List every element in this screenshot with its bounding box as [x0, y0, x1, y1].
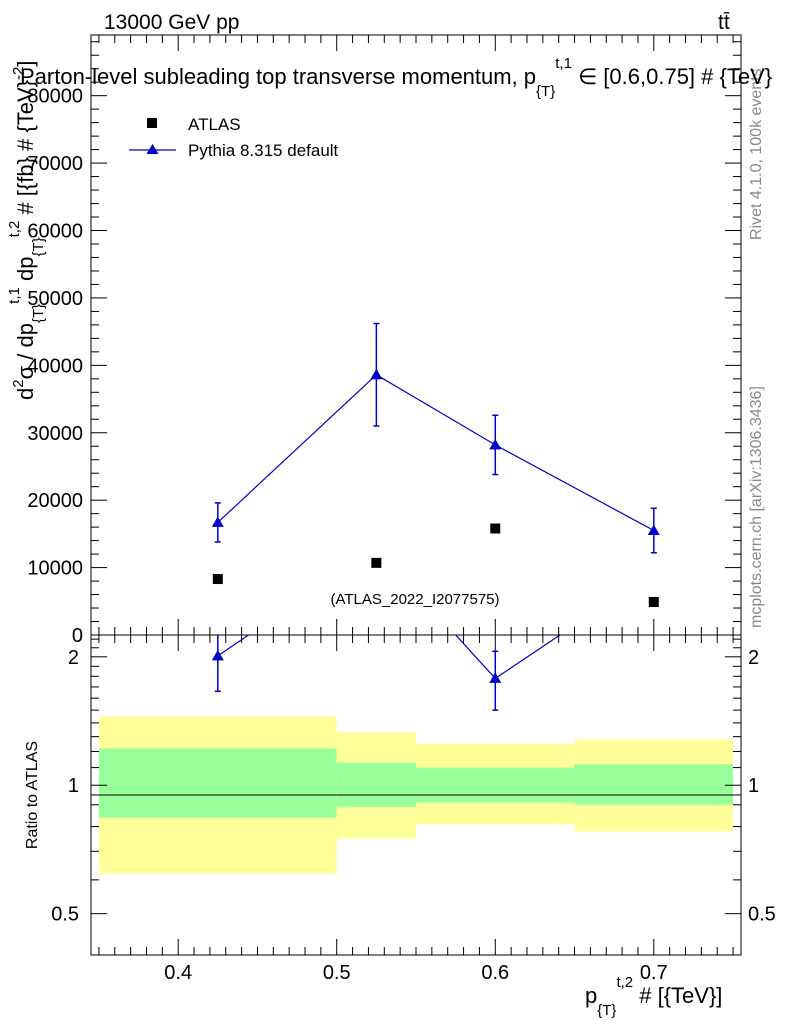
main-y-axis-label: d2σ / dp{T}t,1 dp{T}t,2 # [{fb} # {TeV}-…: [6, 61, 47, 400]
data-point-3: [648, 596, 659, 607]
mc-point-2: [489, 438, 502, 450]
band-inner-3: [574, 764, 734, 805]
title-main: Parton-level subleading top transverse m…: [20, 64, 536, 89]
ratio-mc-line: [217, 635, 562, 680]
ratio-ytick-label-right-0: 0.5: [748, 904, 776, 926]
legend-mc-label: Pythia 8.315 default: [188, 141, 339, 160]
main-ytick-label-3: 30000: [27, 423, 83, 445]
ratio-point-3: [648, 566, 660, 577]
main-ytick-label-7: 70000: [27, 153, 83, 175]
ylabel-tail: # [{fb} # {TeV}: [13, 80, 38, 221]
legend-mc-marker: [146, 144, 159, 154]
main-ytick-label-5: 50000: [27, 288, 83, 310]
ylabel-pre: d: [13, 388, 38, 400]
ylabel-end: ]: [13, 61, 38, 67]
data-point-0: [212, 574, 223, 585]
xlabel-main: p: [585, 983, 597, 1008]
ratio-series: [211, 542, 660, 711]
ratio-point-0: [211, 649, 224, 661]
x-tick-label-0: 0.4: [164, 962, 192, 984]
ylabel-mid2: dp: [13, 257, 38, 288]
ratio-point-1: [370, 542, 382, 553]
ylabel-u1: t,1: [6, 287, 23, 304]
main-ytick-label-6: 60000: [27, 221, 83, 243]
analysis-watermark: (ATLAS_2022_I2077575): [330, 591, 499, 608]
ratio-ytick-label-right-2: 2: [748, 647, 759, 669]
x-tick-label-2: 0.6: [481, 962, 509, 984]
rivet-note: Rivet 4.1.0, 100k events: [748, 68, 765, 240]
mc-point-1: [370, 368, 383, 380]
data-point-1: [371, 557, 382, 568]
ratio-uncertainty-band: [98, 716, 734, 874]
data-point-2: [490, 523, 501, 534]
process-label: tt̄: [718, 11, 730, 34]
xlabel-sub: {T}: [597, 1002, 616, 1019]
band-inner-2: [416, 767, 575, 803]
main-ytick-label-4: 40000: [27, 355, 83, 377]
ratio-ytick-label-left-0: 0.5: [51, 904, 79, 926]
ratio-ytick-label-left-1: 1: [68, 775, 79, 797]
data-series: [212, 523, 659, 607]
ratio-ytick-label-left-2: 2: [68, 647, 79, 669]
main-ytick-label-1: 10000: [27, 558, 83, 580]
ratio-ytick-label-right-1: 1: [748, 775, 759, 797]
main-ytick-label-2: 20000: [27, 490, 83, 512]
mcplots-note: mcplots.cern.ch [arXiv:1306.3436]: [748, 386, 765, 628]
ratio-point-2: [489, 672, 502, 683]
energy-label: 13000 GeV pp: [104, 11, 239, 34]
band-inner-0: [98, 748, 337, 818]
ylabel-s1: {T}: [30, 304, 47, 323]
ylabel-s2: {T}: [30, 237, 47, 256]
mc-point-3: [647, 524, 660, 536]
ylabel-u3: -2: [10, 67, 27, 80]
main-ytick-label-0: 0: [72, 625, 83, 647]
main-ytick-label-8: 80000: [27, 86, 83, 108]
plot-title: Parton-level subleading top transverse m…: [20, 55, 772, 100]
band-inner-1: [336, 762, 416, 807]
ylabel-p1: 2: [10, 379, 27, 387]
x-axis-label: p{T}t,2 # [{TeV}]: [585, 974, 722, 1019]
axis-ticks: 0 10000 20000 30000 40000 50000 60000 70000 8000…: [27, 35, 776, 984]
legend-data-label: ATLAS: [188, 115, 241, 134]
x-tick-label-3: 0.7: [640, 962, 668, 984]
ylabel-u2: t,2: [6, 221, 23, 238]
mc-line: [217, 374, 655, 532]
mc-series: [211, 322, 660, 554]
xlabel-tail: # [{TeV}]: [633, 983, 722, 1008]
title-sup: t,1: [555, 55, 572, 72]
legend: ATLAS Pythia 8.315 default: [129, 115, 339, 160]
title-tail: ∈ [0.6,0.75] # {TeV}: [572, 64, 772, 89]
ylabel-mid: σ / dp: [13, 323, 38, 379]
title-sub: {T}: [536, 83, 555, 100]
legend-data-marker: [147, 118, 157, 128]
mc-point-0: [211, 516, 224, 527]
x-tick-label-1: 0.5: [323, 962, 351, 984]
xlabel-sup: t,2: [616, 974, 633, 991]
ratio-y-axis-label: Ratio to ATLAS: [24, 741, 41, 849]
